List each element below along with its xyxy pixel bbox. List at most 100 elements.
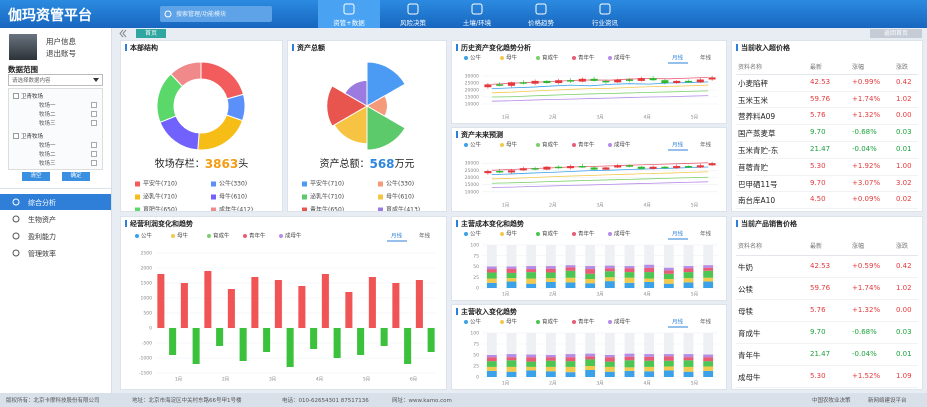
legend-dot [608, 320, 612, 324]
stack-segment [565, 270, 576, 278]
legend-dot [572, 143, 576, 147]
row-rule [736, 387, 918, 388]
nav-icon [343, 3, 355, 15]
tree-item[interactable]: 牧场二 [39, 152, 56, 158]
nav-tab[interactable]: 资管+数据 [318, 0, 380, 28]
price-cell: +1.32% [852, 305, 881, 314]
row-rule [736, 277, 918, 278]
period-tab[interactable]: 年线 [700, 230, 712, 238]
menu-item[interactable]: 管理效率 [0, 245, 111, 261]
legend-swatch [302, 194, 307, 200]
period-tab[interactable]: 月线 [672, 141, 684, 149]
stack-segment [703, 270, 714, 278]
tree-item[interactable]: 牧场三 [39, 161, 56, 167]
legend-dot [171, 234, 175, 238]
search-box[interactable]: 搜索管理/功能模块 [160, 6, 272, 22]
stack-segment [585, 278, 596, 284]
footer: 版权所有：北京卡摩科技股份有限公司 地址：北京市海淀区中关村东路66号甲1号楼 电话… [0, 393, 927, 407]
stack-segment [644, 272, 655, 279]
candle-body [531, 80, 539, 84]
user-info[interactable]: 用户信息 [46, 37, 76, 46]
stack-segment [604, 277, 615, 282]
stack-segment [565, 282, 576, 288]
nav-tab[interactable]: 行业资讯 [574, 0, 636, 28]
period-tab[interactable]: 年线 [700, 54, 712, 62]
trend-line [491, 176, 709, 184]
search-placeholder: 搜索管理/功能模块 [176, 11, 227, 18]
price-cell: 1.00 [896, 161, 912, 170]
y-tick-label: 25000 [465, 168, 479, 174]
footer-link[interactable]: 新网络建设平台 [868, 398, 907, 404]
stack-segment [565, 361, 576, 367]
menu-item[interactable]: 生物资产 [0, 211, 111, 227]
period-tab[interactable]: 月线 [672, 230, 684, 238]
tree-item[interactable]: 牧场二 [39, 112, 56, 118]
stack-segment [703, 277, 714, 282]
legend-label: 公牛(330) [219, 180, 247, 188]
stack-segment [545, 266, 556, 269]
y-tick-label: 10000 [465, 102, 479, 108]
row-rule [736, 141, 918, 142]
legend-label: 青年牛 [578, 54, 595, 62]
menu-icon [12, 198, 20, 206]
period-tab[interactable]: 月线 [391, 232, 403, 240]
legend-label: 母牛(610) [219, 193, 247, 201]
panel-title-bar [736, 44, 738, 51]
nav-tab[interactable]: 价格趋势 [510, 0, 572, 28]
scope-button[interactable]: 确定 [62, 172, 90, 181]
select-text: 请选择数据内容 [12, 78, 51, 84]
legend-label: 泌乳牛(710) [310, 193, 344, 201]
panel-title-bar [125, 44, 127, 51]
y-tick-label: 100 [470, 331, 479, 337]
back-button[interactable]: 返回首页 [870, 29, 922, 38]
row-rule [736, 299, 918, 300]
logout[interactable]: 退出账号 [46, 49, 76, 58]
home-tab[interactable]: 首页 [136, 29, 166, 38]
menu-item[interactable]: 综合分析 [0, 194, 111, 210]
stack-segment [545, 272, 556, 279]
chart: 公牛 母牛 育成牛 青年牛 成母牛 月线 年线 0 25 50 75 100 1月 2月 3月 4月 5月 [464, 230, 718, 298]
candle-body [590, 167, 598, 170]
period-tab[interactable]: 年线 [419, 232, 431, 240]
nav-tab[interactable]: 风险决策 [382, 0, 444, 28]
tree-group[interactable]: 卫青牧场 [21, 94, 44, 100]
legend-swatch [378, 194, 383, 200]
stack-segment [506, 268, 517, 273]
nav-icon [535, 3, 547, 15]
stack-segment [565, 357, 576, 362]
legend-swatch [211, 194, 216, 200]
tree-item[interactable]: 牧场一 [39, 143, 56, 149]
period-tab[interactable]: 月线 [672, 318, 684, 326]
period-tab[interactable]: 年线 [700, 141, 712, 149]
price-cell: +0.09% [852, 195, 881, 204]
row-rule [736, 107, 918, 109]
candle-body [661, 80, 669, 83]
period-tab[interactable]: 月线 [672, 54, 684, 62]
chart [91, 120, 97, 126]
stack-segment [486, 278, 497, 283]
legend-label: 平安牛(710) [310, 180, 344, 188]
x-tick-label: 5月 [363, 377, 370, 383]
stack-segment [604, 357, 615, 362]
panel: 主营收入变化趋势 公牛 母牛 育成牛 青年牛 成母牛 月线 年线 0 25 50 75 100 1月 2月 3… [451, 304, 727, 390]
stack-segment [644, 371, 655, 377]
footer-link[interactable]: 中国农牧业决策 [812, 398, 851, 404]
tree-item[interactable]: 牧场一 [39, 103, 56, 109]
legend-label: 成母牛 [614, 230, 631, 238]
price-cell: 9.70 [810, 128, 826, 137]
stack-segment [526, 266, 537, 270]
scope-select[interactable]: 请选择数据内容 [8, 74, 103, 86]
tree-group[interactable]: 卫青牧场 [21, 134, 44, 140]
stack-segment [506, 266, 517, 269]
menu-item[interactable]: 盈利能力 [0, 228, 111, 244]
stack-segment [545, 366, 556, 372]
nav-tab[interactable]: 土壤/环境 [446, 0, 508, 28]
nav-icon [599, 3, 611, 15]
stack-segment [585, 266, 596, 270]
period-tab[interactable]: 年线 [700, 318, 712, 326]
scope-button[interactable]: 清空 [22, 172, 50, 181]
stack-segment [565, 354, 576, 358]
stack-segment [604, 265, 615, 269]
legend-label: 青年牛 [578, 230, 595, 238]
tree-item[interactable]: 牧场三 [39, 121, 56, 127]
